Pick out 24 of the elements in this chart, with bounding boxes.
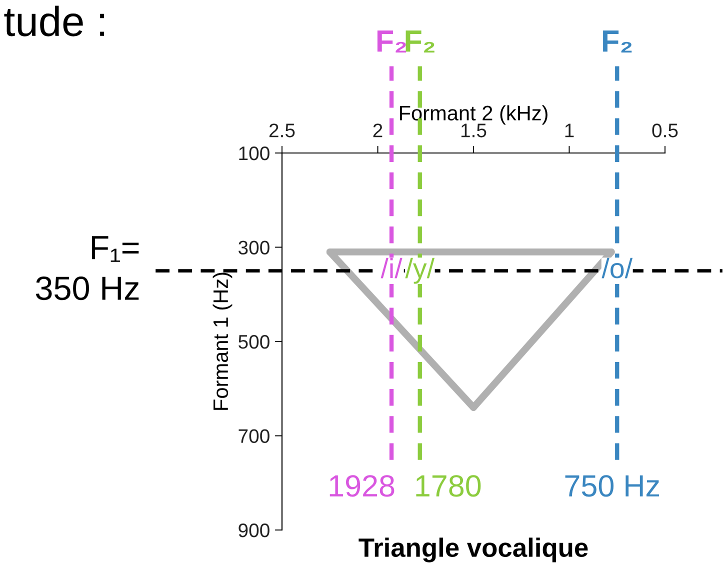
x-axis-title: Formant 2 (kHz): [400, 105, 548, 125]
annotation: 1780: [416, 475, 481, 497]
annotation: /o/: [602, 258, 633, 278]
y-tick-label: 700: [238, 429, 270, 443]
ref-line-label: F₁= 350 Hz: [36, 236, 139, 300]
y-tick-label: 500: [238, 334, 270, 349]
x-tick-label: 0.5: [652, 124, 678, 138]
text: Triangle vocalique: [358, 538, 588, 562]
y-tick-label: 100: [239, 146, 270, 160]
text: tude :: [4, 6, 104, 36]
x-tick-label: 1: [565, 124, 574, 138]
x-tick-label: 1.5: [461, 124, 486, 138]
x-tick-label: 2: [373, 124, 382, 138]
y-tick-label: 900: [238, 523, 270, 538]
y-tick-label: 300: [238, 240, 270, 254]
annotation: 1928: [330, 475, 394, 497]
ref-line-label: F₂: [377, 30, 406, 53]
y-axis-title: Formant 1 (Hz): [212, 272, 232, 410]
x-tick-label: 2.5: [269, 124, 295, 138]
annotation: 750 Hz: [565, 475, 660, 497]
annotation: /y/: [405, 258, 435, 284]
ref-line-label: F₂: [406, 30, 434, 53]
annotation: /i/: [380, 258, 402, 278]
ref-line-label: F₂: [603, 30, 632, 53]
